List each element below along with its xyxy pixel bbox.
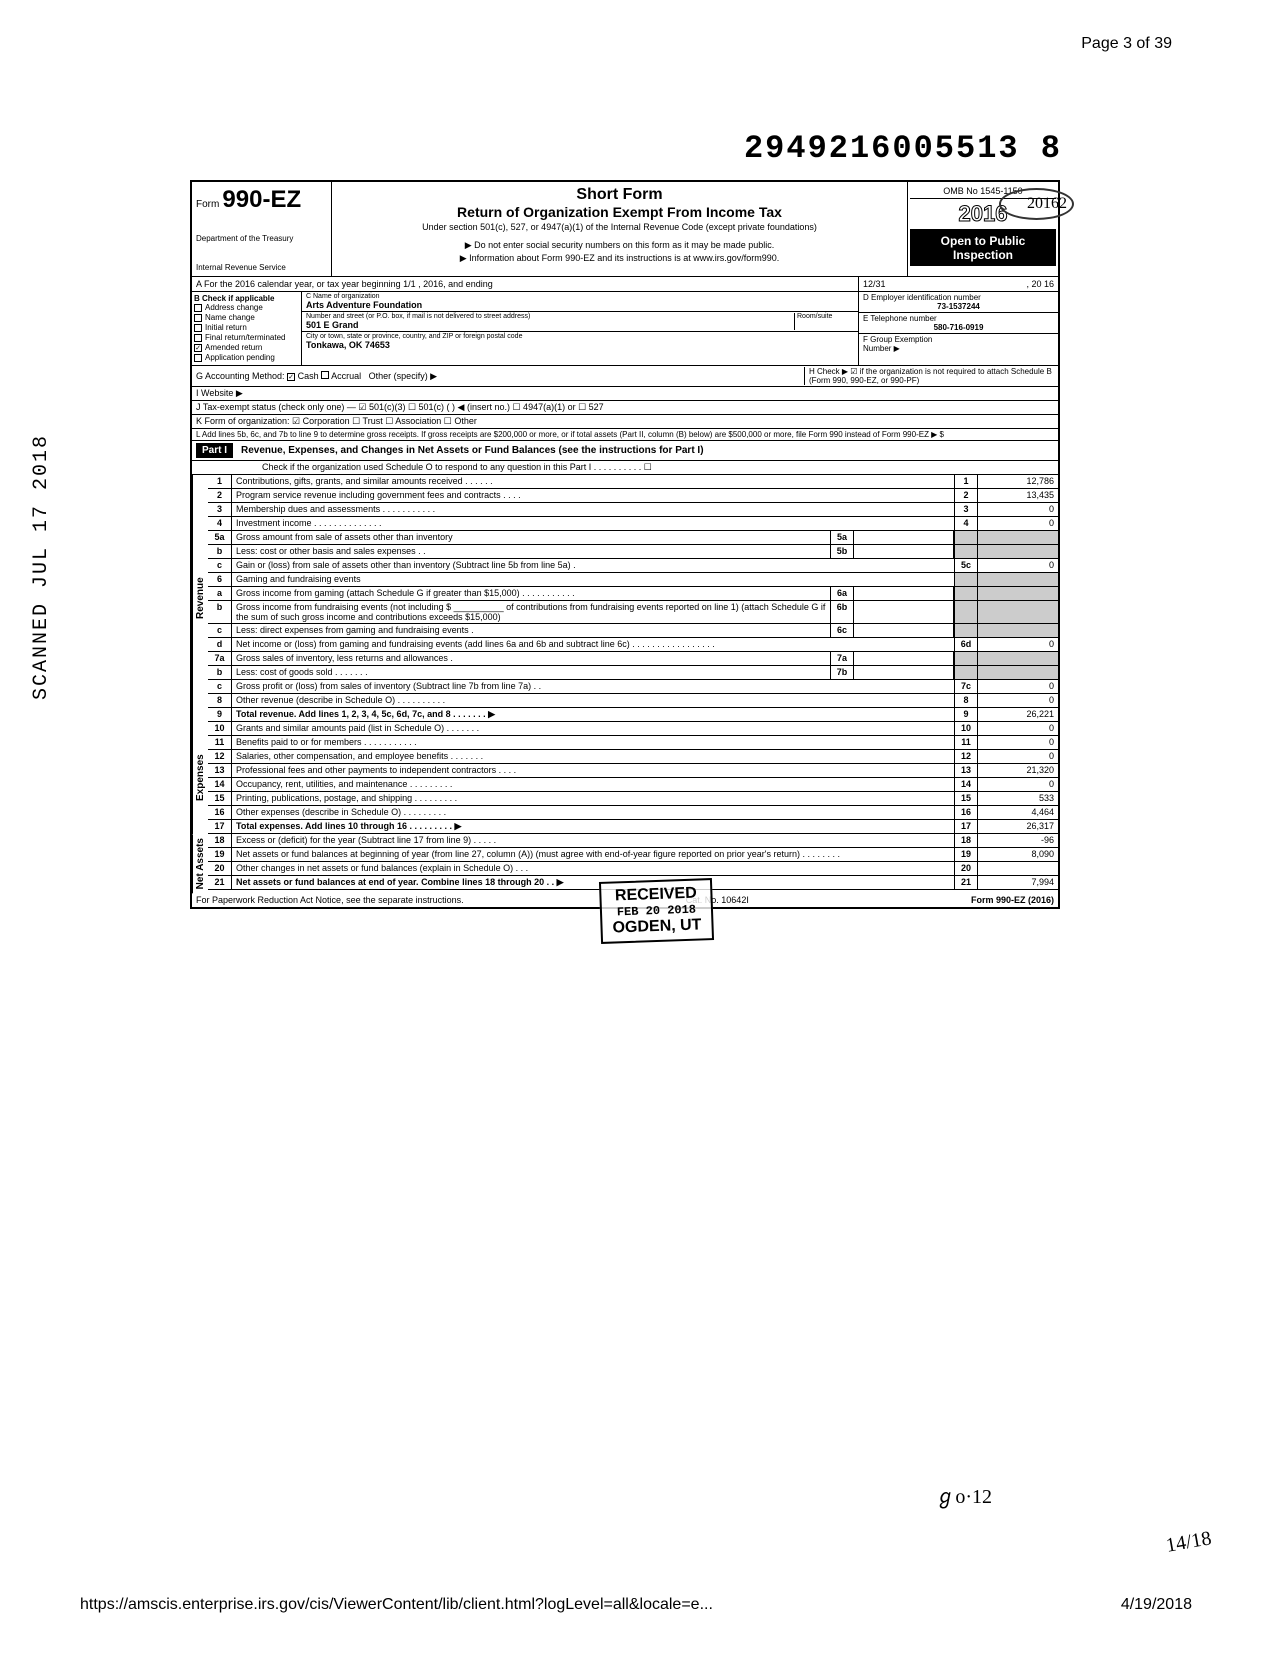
- table-row: 12Salaries, other compensation, and empl…: [208, 750, 1058, 764]
- line-g: G Accounting Method:: [196, 371, 285, 381]
- checkbox-item[interactable]: Application pending: [194, 353, 299, 362]
- arrow-note-2: ▶ Information about Form 990-EZ and its …: [340, 253, 899, 264]
- return-title: Return of Organization Exempt From Incom…: [340, 204, 899, 220]
- part-1-check: Check if the organization used Schedule …: [192, 461, 1058, 475]
- table-row: 7aGross sales of inventory, less returns…: [208, 652, 1058, 666]
- section-b-checkboxes: B Check if applicable Address changeName…: [192, 292, 302, 365]
- line-i-website: I Website ▶: [196, 388, 1054, 399]
- revenue-section-label: Revenue: [192, 475, 208, 722]
- row-a-end-year: , 20 16: [1026, 279, 1054, 289]
- handwritten-year: 20162: [1027, 195, 1067, 213]
- handwritten-note-2: 14/18: [1165, 1527, 1214, 1558]
- table-row: 8Other revenue (describe in Schedule O) …: [208, 694, 1058, 708]
- line-j-tax-status: J Tax-exempt status (check only one) — ☑…: [192, 401, 1058, 415]
- table-row: 3Membership dues and assessments . . . .…: [208, 503, 1058, 517]
- checkbox-item[interactable]: ✓Amended return: [194, 343, 299, 352]
- form-990ez: Form 990-EZ Department of the Treasury I…: [190, 180, 1060, 909]
- table-row: 2Program service revenue including gover…: [208, 489, 1058, 503]
- cash-checkbox[interactable]: ✓: [287, 373, 295, 381]
- group-exemption-number: Number ▶: [863, 344, 1054, 353]
- doc-number: 2949216005513 8: [744, 130, 1062, 167]
- table-row: 11Benefits paid to or for members . . . …: [208, 736, 1058, 750]
- table-row: aGross income from gaming (attach Schedu…: [208, 587, 1058, 601]
- table-row: 19Net assets or fund balances at beginni…: [208, 848, 1058, 862]
- table-row: 18Excess or (deficit) for the year (Subt…: [208, 834, 1058, 848]
- handwritten-note-1: ℊo·12: [935, 1480, 992, 1509]
- subtitle: Under section 501(c), 527, or 4947(a)(1)…: [340, 222, 899, 232]
- arrow-note-1: ▶ Do not enter social security numbers o…: [340, 240, 899, 251]
- footer-form: Form 990-EZ (2016): [971, 895, 1054, 905]
- table-row: bLess: cost of goods sold . . . . . . .7…: [208, 666, 1058, 680]
- table-row: 6Gaming and fundraising events: [208, 573, 1058, 587]
- line-l-gross-receipts: L Add lines 5b, 6c, and 7b to line 9 to …: [192, 429, 1058, 441]
- expenses-section-label: Expenses: [192, 722, 208, 834]
- org-city: Tonkawa, OK 74653: [306, 340, 854, 350]
- scanned-stamp: SCANNED JUL 17 2018: [30, 434, 53, 700]
- table-row: 13Professional fees and other payments t…: [208, 764, 1058, 778]
- open-to-public: Open to Public: [912, 234, 1054, 248]
- ein-value: 73-1537244: [863, 302, 1054, 311]
- footer-date: 4/19/2018: [1121, 1596, 1192, 1614]
- accrual-checkbox[interactable]: [321, 371, 329, 379]
- table-row: bGross income from fundraising events (n…: [208, 601, 1058, 624]
- line-k-org-form: K Form of organization: ☑ Corporation ☐ …: [192, 415, 1058, 429]
- footer-paperwork: For Paperwork Reduction Act Notice, see …: [196, 895, 464, 905]
- table-row: dNet income or (loss) from gaming and fu…: [208, 638, 1058, 652]
- footer-url: https://amscis.enterprise.irs.gov/cis/Vi…: [80, 1596, 713, 1614]
- org-name: Arts Adventure Foundation: [306, 300, 854, 310]
- ein-label: D Employer identification number: [863, 293, 1054, 302]
- addr-label: Number and street (or P.O. box, if mail …: [306, 313, 794, 320]
- dept-irs: Internal Revenue Service: [196, 263, 327, 272]
- table-row: cLess: direct expenses from gaming and f…: [208, 624, 1058, 638]
- dept-treasury: Department of the Treasury: [196, 234, 327, 243]
- row-a-calendar: A For the 2016 calendar year, or tax yea…: [192, 277, 858, 291]
- page-header: Page 3 of 39: [1081, 35, 1172, 53]
- table-row: 14Occupancy, rent, utilities, and mainte…: [208, 778, 1058, 792]
- row-a-end-date: 12/31: [863, 279, 886, 289]
- checkbox-item[interactable]: Initial return: [194, 323, 299, 332]
- inspection: Inspection: [912, 248, 1054, 262]
- netassets-section-label: Net Assets: [192, 834, 208, 893]
- form-prefix: Form: [196, 199, 219, 210]
- table-row: cGross profit or (loss) from sales of in…: [208, 680, 1058, 694]
- table-row: cGain or (loss) from sale of assets othe…: [208, 559, 1058, 573]
- received-stamp: RECEIVED FEB 20 2018 OGDEN, UT: [599, 878, 714, 944]
- checkbox-item[interactable]: Final return/terminated: [194, 333, 299, 342]
- table-row: 10Grants and similar amounts paid (list …: [208, 722, 1058, 736]
- name-label: C Name of organization: [306, 293, 854, 300]
- table-row: 15Printing, publications, postage, and s…: [208, 792, 1058, 806]
- table-row: 4Investment income . . . . . . . . . . .…: [208, 517, 1058, 531]
- phone-value: 580-716-0919: [863, 323, 1054, 332]
- room-label: Room/suite: [797, 313, 854, 320]
- table-row: 17Total expenses. Add lines 10 through 1…: [208, 820, 1058, 834]
- org-address: 501 E Grand: [306, 320, 794, 330]
- table-row: 20Other changes in net assets or fund ba…: [208, 862, 1058, 876]
- city-label: City or town, state or province, country…: [306, 333, 854, 340]
- table-row: 16Other expenses (describe in Schedule O…: [208, 806, 1058, 820]
- table-row: 1Contributions, gifts, grants, and simil…: [208, 475, 1058, 489]
- form-number: 990-EZ: [222, 186, 301, 213]
- part-1-label: Part I: [196, 443, 233, 458]
- table-row: 9Total revenue. Add lines 1, 2, 3, 4, 5c…: [208, 708, 1058, 722]
- group-exemption-label: F Group Exemption: [863, 335, 1054, 344]
- checkbox-item[interactable]: Name change: [194, 313, 299, 322]
- line-h: H Check ▶ ☑ if the organization is not r…: [804, 367, 1054, 385]
- short-form-title: Short Form: [340, 186, 899, 204]
- phone-label: E Telephone number: [863, 314, 1054, 323]
- table-row: bLess: cost or other basis and sales exp…: [208, 545, 1058, 559]
- part-1-title: Revenue, Expenses, and Changes in Net As…: [241, 445, 704, 456]
- table-row: 5aGross amount from sale of assets other…: [208, 531, 1058, 545]
- checkbox-item[interactable]: Address change: [194, 303, 299, 312]
